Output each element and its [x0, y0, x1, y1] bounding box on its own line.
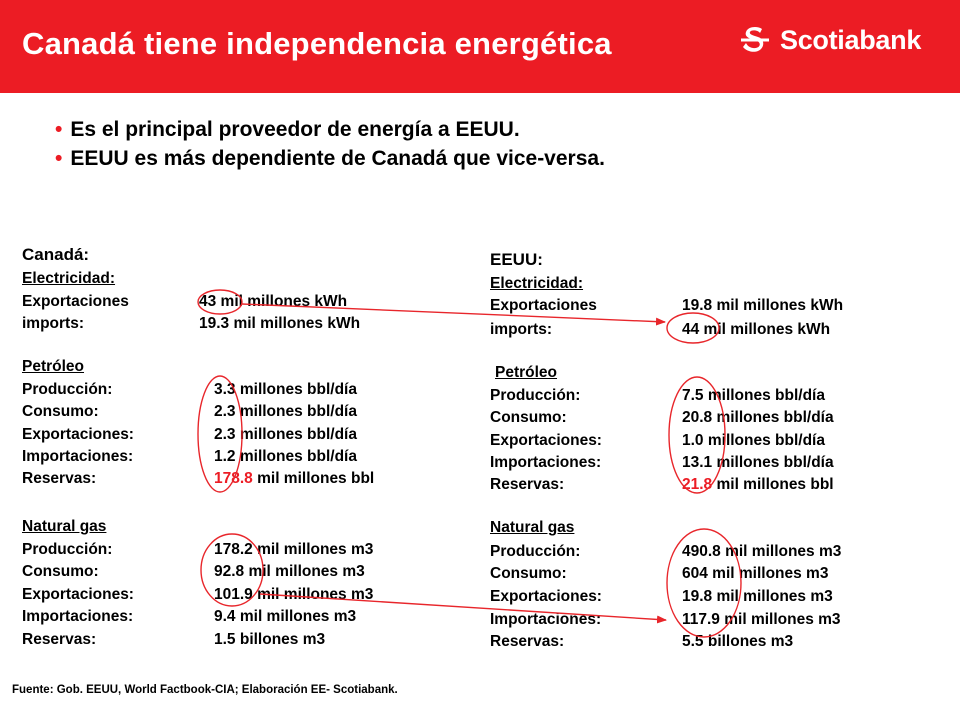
logo-text: Scotiabank — [780, 24, 922, 55]
table-row: Importaciones: 1.2 millones bbl/día — [22, 448, 357, 465]
table-row: imports: 19.3 mil millones kWh — [22, 315, 361, 332]
canada-reserves-highlight: 178.8 — [214, 470, 253, 487]
table-row: Exportaciones: 1.0 millones bbl/día — [490, 432, 825, 449]
canada-petroleo-title: Petróleo — [22, 358, 85, 375]
canada-gas-title: Natural gas — [22, 518, 107, 535]
bullet-dot-icon: • — [55, 147, 63, 170]
table-row: Reservas: 178.8 mil millones bbl — [22, 470, 375, 487]
table-row: imports: 44 mil millones kWh — [490, 321, 831, 338]
table-row: Importaciones: 13.1 millones bbl/día — [490, 454, 834, 471]
bullet-item: • Es el principal proveedor de energía a … — [55, 118, 520, 141]
eeuu-heading: EEUU: — [490, 250, 543, 269]
table-row: Exportaciones: 101.9 mil millones m3 — [22, 586, 374, 603]
table-row: Reservas: 5.5 billones m3 — [490, 633, 794, 650]
canada-electricidad-title: Electricidad: — [22, 270, 116, 287]
table-row: Reservas: 21.8 mil millones bbl — [490, 476, 834, 493]
eeuu-gas-title: Natural gas — [490, 519, 575, 536]
table-row: Exportaciones 19.8 mil millones kWh — [490, 297, 844, 314]
table-row: Producción: 178.2 mil millones m3 — [22, 541, 374, 558]
table-row: Consumo: 604 mil millones m3 — [490, 565, 829, 582]
source-note: Fuente: Gob. EEUU, World Factbook-CIA; E… — [12, 684, 398, 696]
scotiabank-s-icon — [741, 27, 769, 52]
table-row: Consumo: 92.8 mil millones m3 — [22, 563, 365, 580]
table-row: Exportaciones 43 mil millones kWh — [22, 293, 348, 310]
canada-column: Canadá: Electricidad: Exportaciones 43 m… — [22, 244, 442, 664]
table-row: Exportaciones: 19.8 mil millones m3 — [490, 588, 833, 605]
table-row: Producción: 3.3 millones bbl/día — [22, 381, 357, 398]
eeuu-column: EEUU: Electricidad: Exportaciones 19.8 m… — [490, 249, 930, 669]
table-row: Producción: 490.8 mil millones m3 — [490, 543, 842, 560]
table-row: Consumo: 20.8 millones bbl/día — [490, 409, 834, 426]
eeuu-electricidad-title: Electricidad: — [490, 275, 584, 292]
eeuu-reserves-highlight: 21.8 — [682, 476, 713, 493]
table-row: Exportaciones: 2.3 millones bbl/día — [22, 426, 357, 443]
table-row: Importaciones: 117.9 mil millones m3 — [490, 611, 841, 628]
canada-heading: Canadá: — [22, 245, 90, 264]
table-row: Producción: 7.5 millones bbl/día — [490, 387, 825, 404]
bullet-item: • EEUU es más dependiente de Canadá que v… — [55, 147, 605, 170]
header-bar: Canadá tiene independencia energética Sc… — [0, 0, 960, 93]
bullet-dot-icon: • — [55, 118, 63, 141]
eeuu-petroleo-title: Petróleo — [495, 364, 558, 381]
slide-title: Canadá tiene independencia energética — [22, 26, 612, 61]
table-row: Importaciones: 9.4 mil millones m3 — [22, 608, 357, 625]
bullet-list: • Es el principal proveedor de energía a … — [55, 115, 605, 173]
scotiabank-logo: Scotiabank — [738, 20, 921, 60]
table-row: Reservas: 1.5 billones m3 — [22, 631, 326, 648]
table-row: Consumo: 2.3 millones bbl/día — [22, 403, 357, 420]
